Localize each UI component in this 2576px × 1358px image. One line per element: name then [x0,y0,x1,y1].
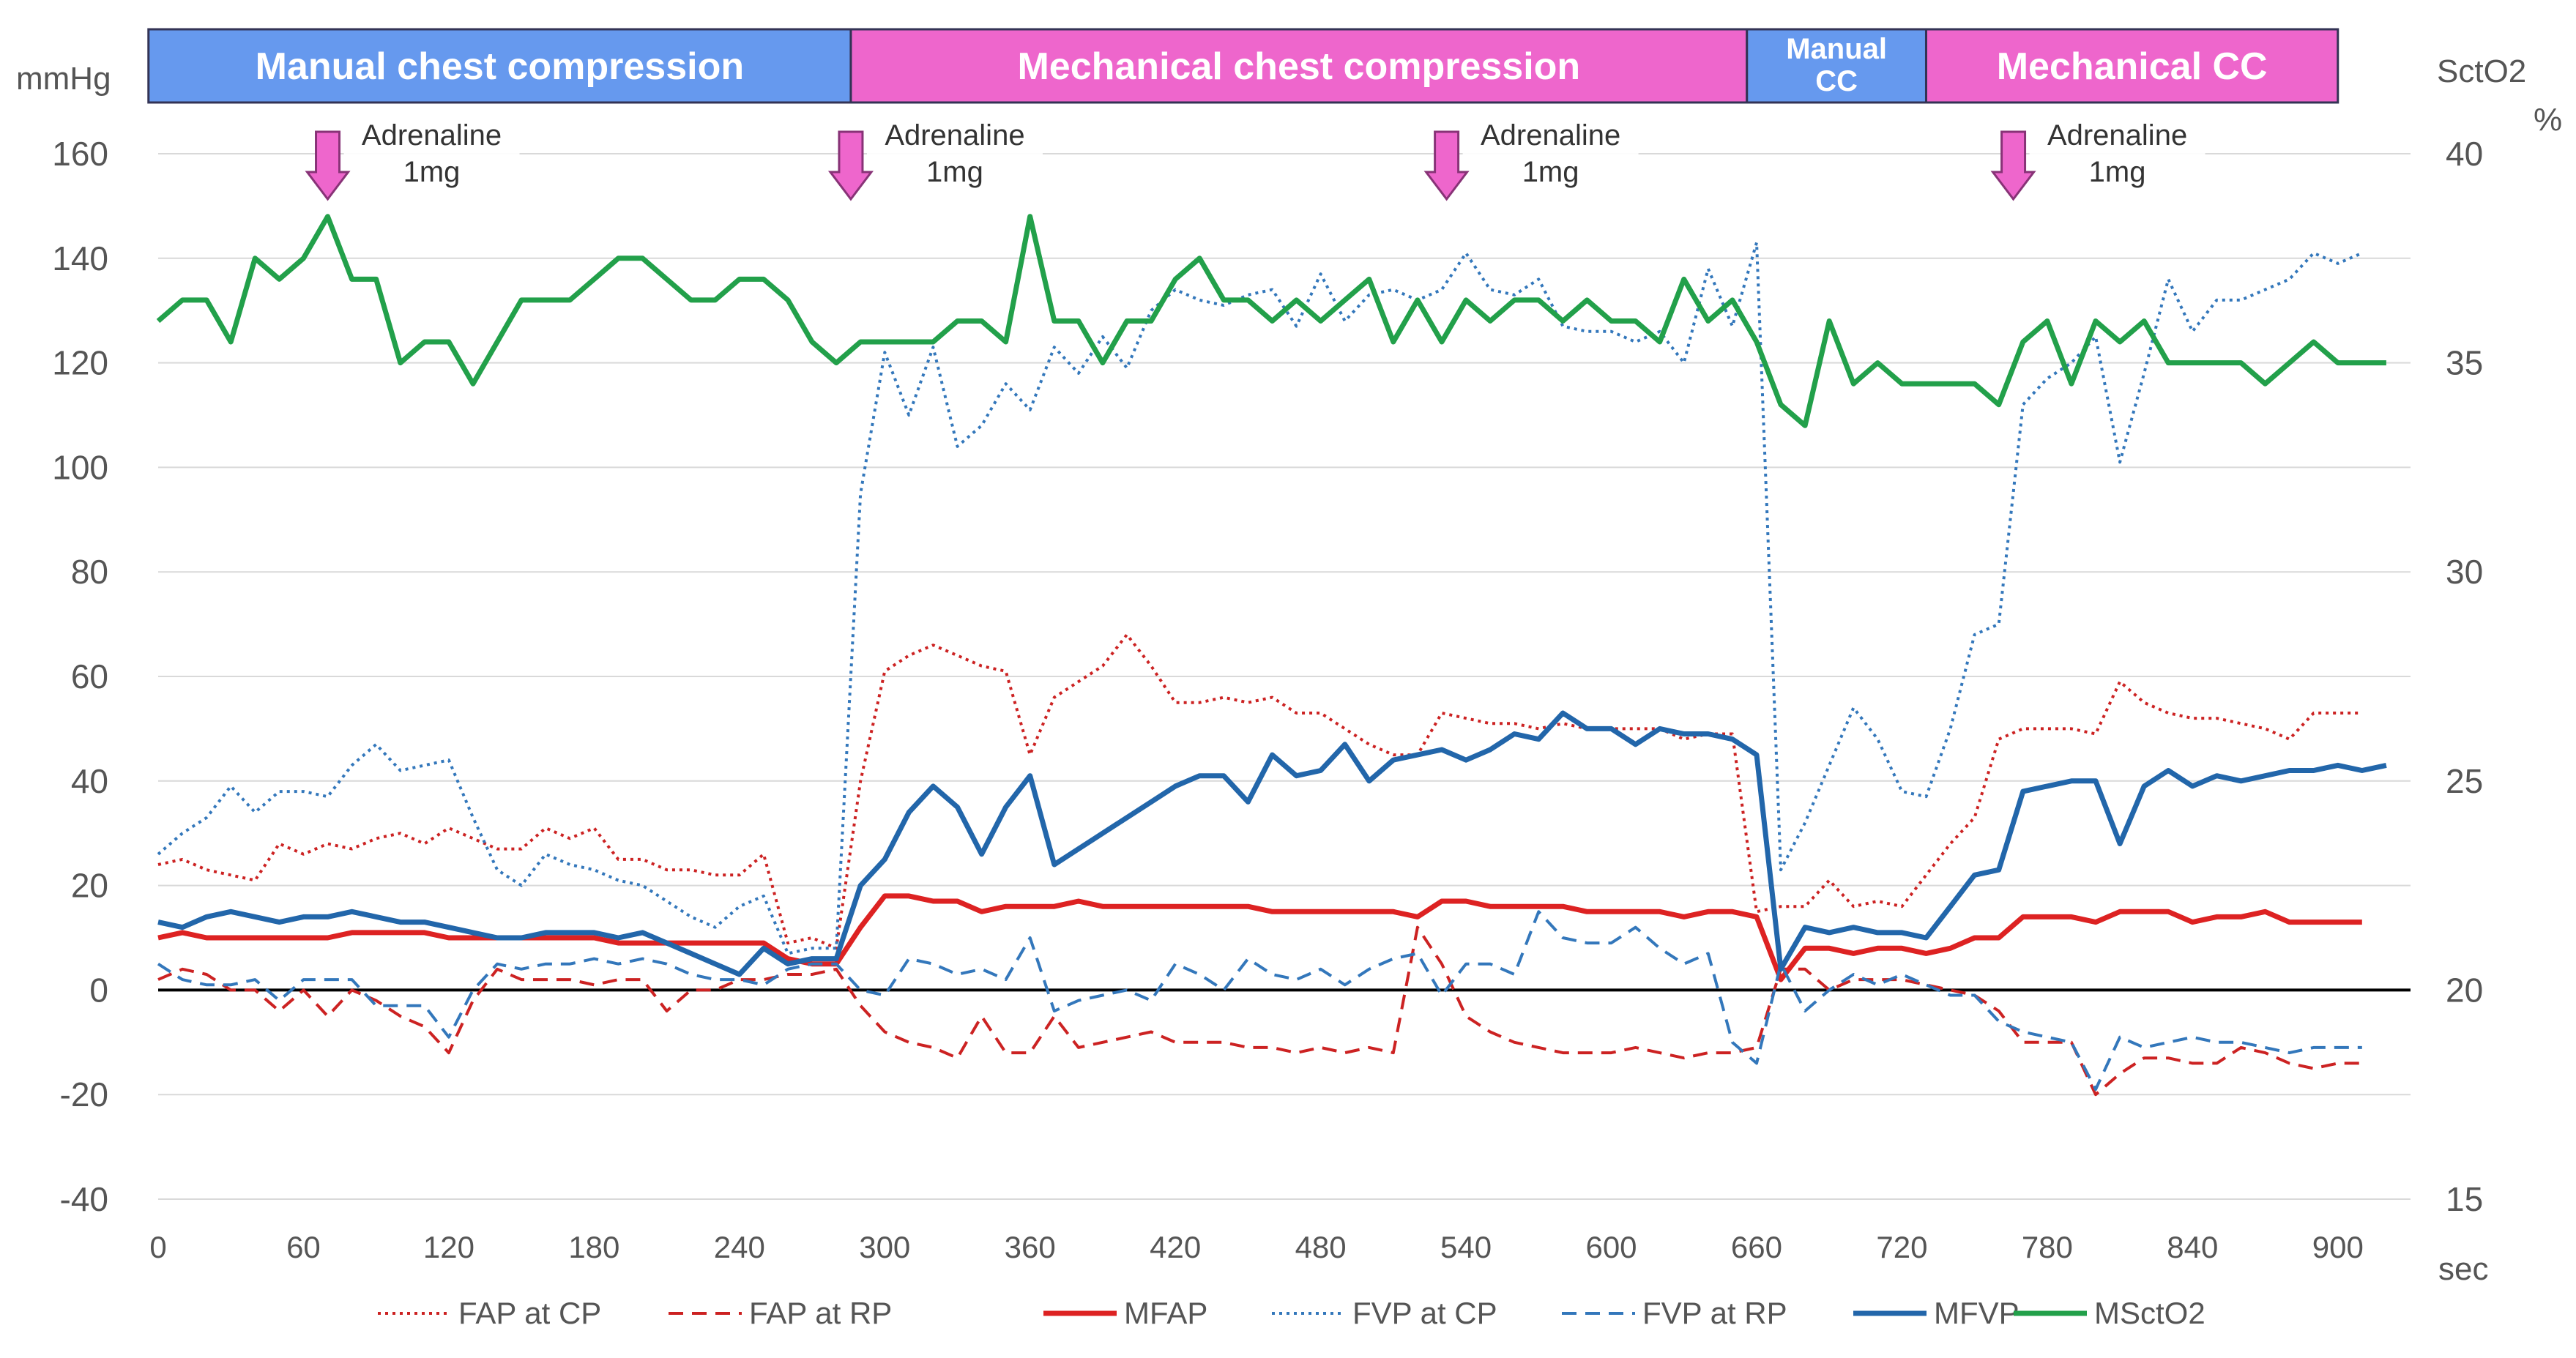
x-tick-label: 120 [423,1230,474,1264]
series-line [157,910,2362,1092]
phase-label: Mechanical chest compression [1017,45,1580,88]
adrenaline-arrow-icon [305,130,351,201]
annotation-text: Adrenaline [362,119,502,152]
adrenaline-arrow-icon [1990,130,2036,201]
series-line [157,241,2363,955]
y-left-tick-label: -40 [60,1180,108,1218]
y-left-tick-label: 140 [52,239,108,277]
adrenaline-arrow-icon [1423,130,1470,201]
x-tick-label: 240 [714,1230,765,1264]
series-line [156,214,2386,428]
legend-label: MFAP [1124,1296,1207,1330]
x-tick-label: 0 [149,1230,166,1264]
gridlines [158,153,2411,1200]
y-left-axis-title: mmHg [16,61,111,97]
annotation-box [1462,116,1639,196]
legend-label: FAP at RP [749,1296,892,1330]
y-left-tick-label: 60 [71,657,108,695]
x-tick-label: 480 [1295,1230,1347,1264]
phase-bar [1924,28,2339,104]
annotation-text: 1mg [2089,156,2146,188]
y-left-tick-label: 80 [71,553,108,591]
series-line [157,710,2387,977]
y-right-tick-label: 15 [2446,1180,2483,1218]
x-tick-label: 60 [286,1230,321,1264]
y-left-tick-label: 120 [52,344,108,382]
y-left-tick-label: 20 [71,867,108,905]
legend-label: MSctO2 [2094,1296,2205,1330]
x-tick-label: 180 [568,1230,619,1264]
adrenaline-annotations: Adrenaline 1mg Adrenaline 1mg Adrenaline 1mg A… [305,116,2205,201]
legend-label: FAP at CP [458,1296,601,1330]
x-tick-label: 540 [1440,1230,1492,1264]
x-tick-label: 840 [2167,1230,2218,1264]
phase-bars: Manual chest compression Mechanical chest… [147,28,2339,104]
legend-label: FVP at RP [1642,1296,1787,1330]
annotation-text: 1mg [403,156,461,188]
phase-label: Manual chest compression [256,45,745,88]
annotation-text: 1mg [926,156,983,188]
y-right-tick-label: 40 [2446,135,2483,173]
y-left-tick-label: 0 [89,971,108,1009]
annotation-text: Adrenaline [885,119,1024,152]
series-line [157,925,2362,1097]
x-tick-label: 780 [2022,1230,2073,1264]
series-lines [156,214,2387,1097]
y-right-tick-label: 30 [2446,553,2483,591]
y-right-axis-title: SctO2 [2437,53,2526,89]
y-right-tick-label: 20 [2446,971,2483,1009]
y-right-axis-unit: % [2534,102,2562,138]
phase-label: Mechanical CC [1997,45,2268,88]
adrenaline-arrow-icon [827,130,874,201]
y-left-tick-label: 40 [71,762,108,800]
phase-label: Manual [1786,33,1887,65]
annotation-text: 1mg [1522,156,1579,188]
y-right-tick-label: 35 [2446,344,2483,382]
x-tick-label: 720 [1876,1230,1927,1264]
y-left-tick-label: 100 [52,448,108,486]
annotation-box [343,116,520,196]
phase-bar [147,28,852,104]
annotation-box [2029,116,2205,196]
x-tick-label: 360 [1005,1230,1056,1264]
axes: -40 -20 0 20 40 60 80 100 120 140 160 15 20 25 30 35 40 0… [16,53,2562,1287]
series-line [157,633,2362,950]
y-left-tick-label: 160 [52,135,108,173]
y-right-tick-label: 25 [2446,762,2483,800]
y-left-tick-label: -20 [60,1075,108,1113]
x-tick-label: 600 [1585,1230,1637,1264]
phase-bar [849,28,1749,104]
x-tick-label: 900 [2312,1230,2364,1264]
legend: FAP at CP FAP at RP MFAP FVP at CP FVP at RP… [378,1296,2205,1330]
legend-label: FVP at CP [1352,1296,1497,1330]
x-tick-label: 660 [1731,1230,1782,1264]
x-axis-title: sec [2438,1251,2488,1287]
annotation-box [866,116,1043,196]
phase-label: CC [1815,65,1858,97]
annotation-text: Adrenaline [1481,119,1620,152]
annotation-text: Adrenaline [2047,119,2187,152]
x-tick-label: 300 [859,1230,910,1264]
x-tick-label: 420 [1150,1230,1201,1264]
legend-label: MFVP [1934,1296,2020,1330]
